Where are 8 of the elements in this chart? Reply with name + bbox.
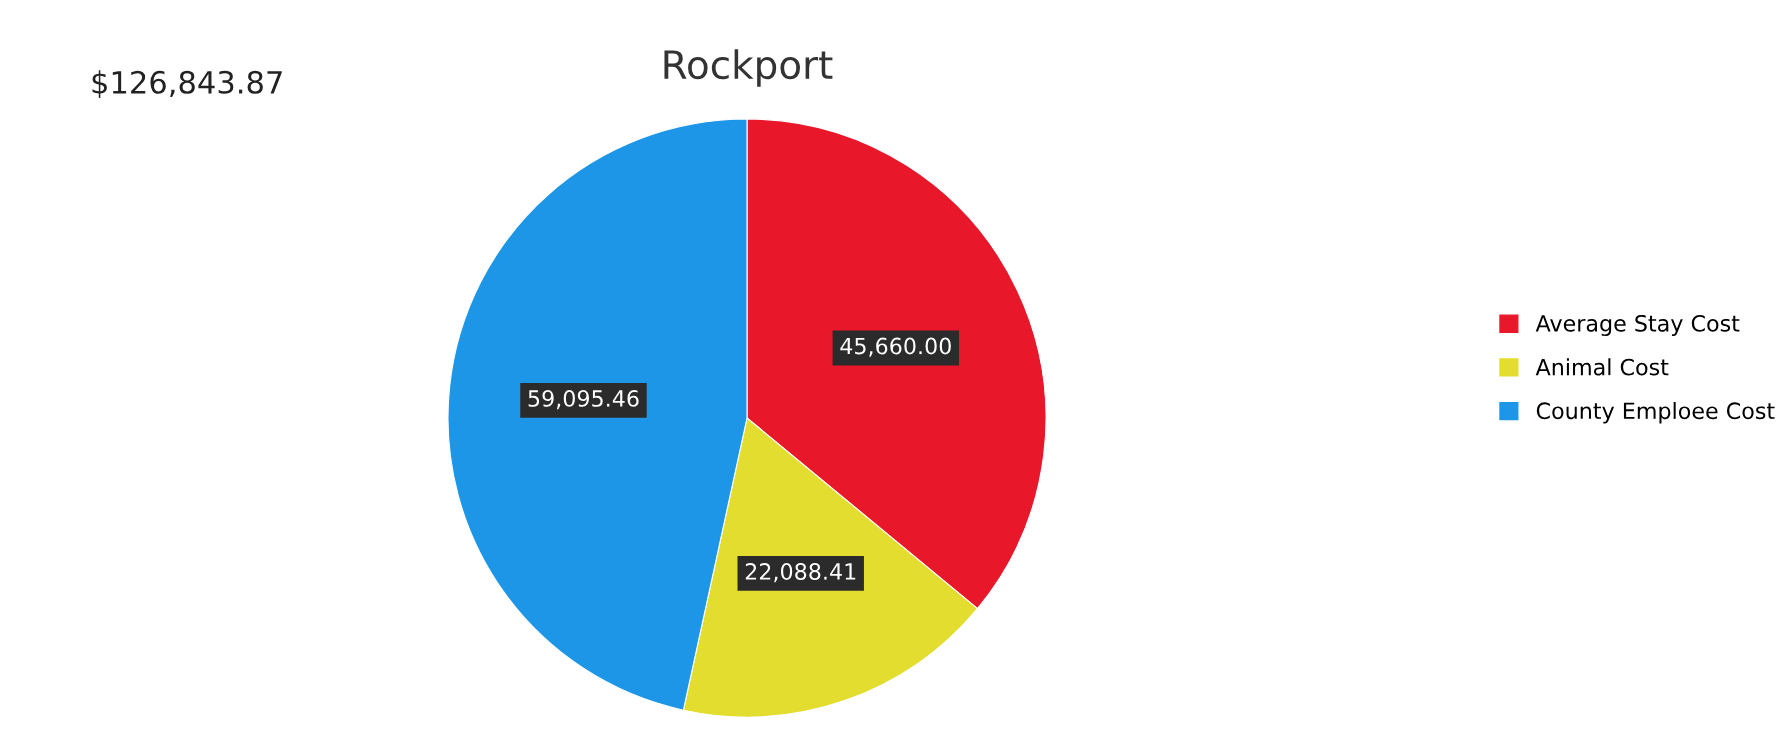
data-label: 59,095.46 <box>528 390 639 410</box>
chart-title: Rockport <box>664 49 833 87</box>
data-label: 45,660.00 <box>840 337 951 357</box>
legend-label: County Emploee Cost <box>1536 401 1775 424</box>
text: $126,843.87 <box>92 70 282 98</box>
data-label: 22,088.41 <box>745 563 856 583</box>
legend-label: Average Stay Cost <box>1535 314 1740 337</box>
legend-label: Animal Cost <box>1535 358 1669 376</box>
